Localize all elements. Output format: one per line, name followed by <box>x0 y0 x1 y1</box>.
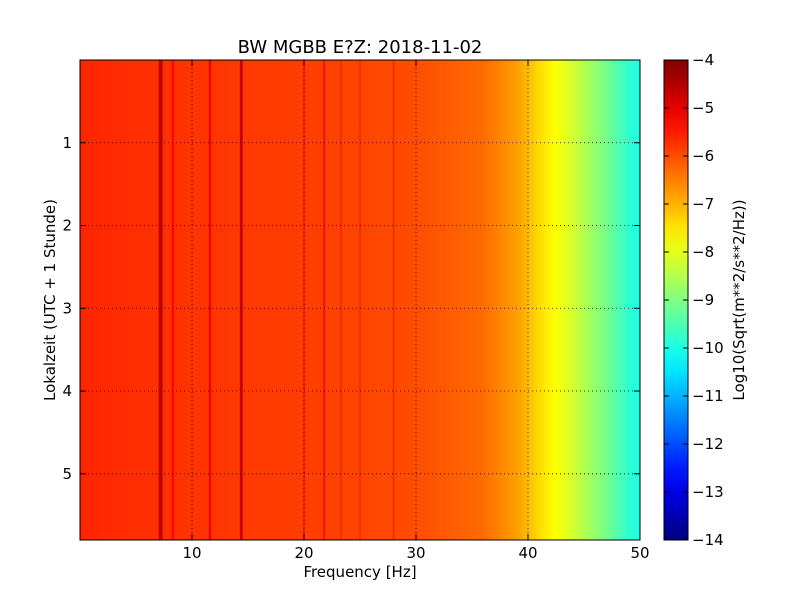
colorbar-tick-label: −13 <box>692 483 724 501</box>
y-tick-label: 2 <box>62 217 72 235</box>
spectral-line <box>323 60 325 540</box>
y-axis-label: Lokalzeit (UTC + 1 Stunde) <box>41 199 59 401</box>
x-tick-label: 10 <box>182 544 201 562</box>
spectral-line <box>359 60 361 540</box>
y-tick-label: 5 <box>62 465 72 483</box>
spectral-line <box>158 60 163 540</box>
spectral-line <box>239 60 243 540</box>
plot-area <box>80 60 640 540</box>
colorbar-tick-label: −5 <box>692 99 714 117</box>
colorbar-tick-label: −12 <box>692 435 724 453</box>
colorbar-label: Log10(Sqrt(m**2/s**2/Hz)) <box>730 199 748 400</box>
grid <box>80 60 640 540</box>
spectral-line <box>208 60 212 540</box>
colorbar-tick-label: −9 <box>692 291 714 309</box>
colorbar-tick-label: −8 <box>692 243 714 261</box>
x-tick-label: 50 <box>630 544 649 562</box>
colorbar-tick-label: −14 <box>692 531 724 549</box>
x-axis-label: Frequency [Hz] <box>303 563 416 581</box>
x-tick-label: 40 <box>518 544 537 562</box>
y-tick-label: 3 <box>62 299 72 317</box>
colorbar-tick-label: −11 <box>692 387 724 405</box>
colorbar-tick-label: −10 <box>692 339 724 357</box>
chart-title: BW MGBB E?Z: 2018-11-02 <box>238 37 483 58</box>
spectral-line <box>392 60 395 540</box>
colorbar-tick-label: −7 <box>692 195 714 213</box>
x-tick-label: 30 <box>406 544 425 562</box>
colorbar: −4 −5 −6 −7 −8 −9 −10 −11 −12 −13 −14 <box>663 51 724 549</box>
spectral-line <box>171 60 175 540</box>
y-tick-label: 1 <box>62 134 72 152</box>
colorbar-tick-label: −6 <box>692 147 714 165</box>
spectral-line <box>340 60 342 540</box>
axes: 10 20 30 40 50 1 2 3 4 5 <box>62 59 650 562</box>
colorbar-tick-label: −4 <box>692 51 714 69</box>
plot-frame <box>79 59 641 541</box>
x-tick-label: 20 <box>294 544 313 562</box>
y-tick-label: 4 <box>62 382 72 400</box>
